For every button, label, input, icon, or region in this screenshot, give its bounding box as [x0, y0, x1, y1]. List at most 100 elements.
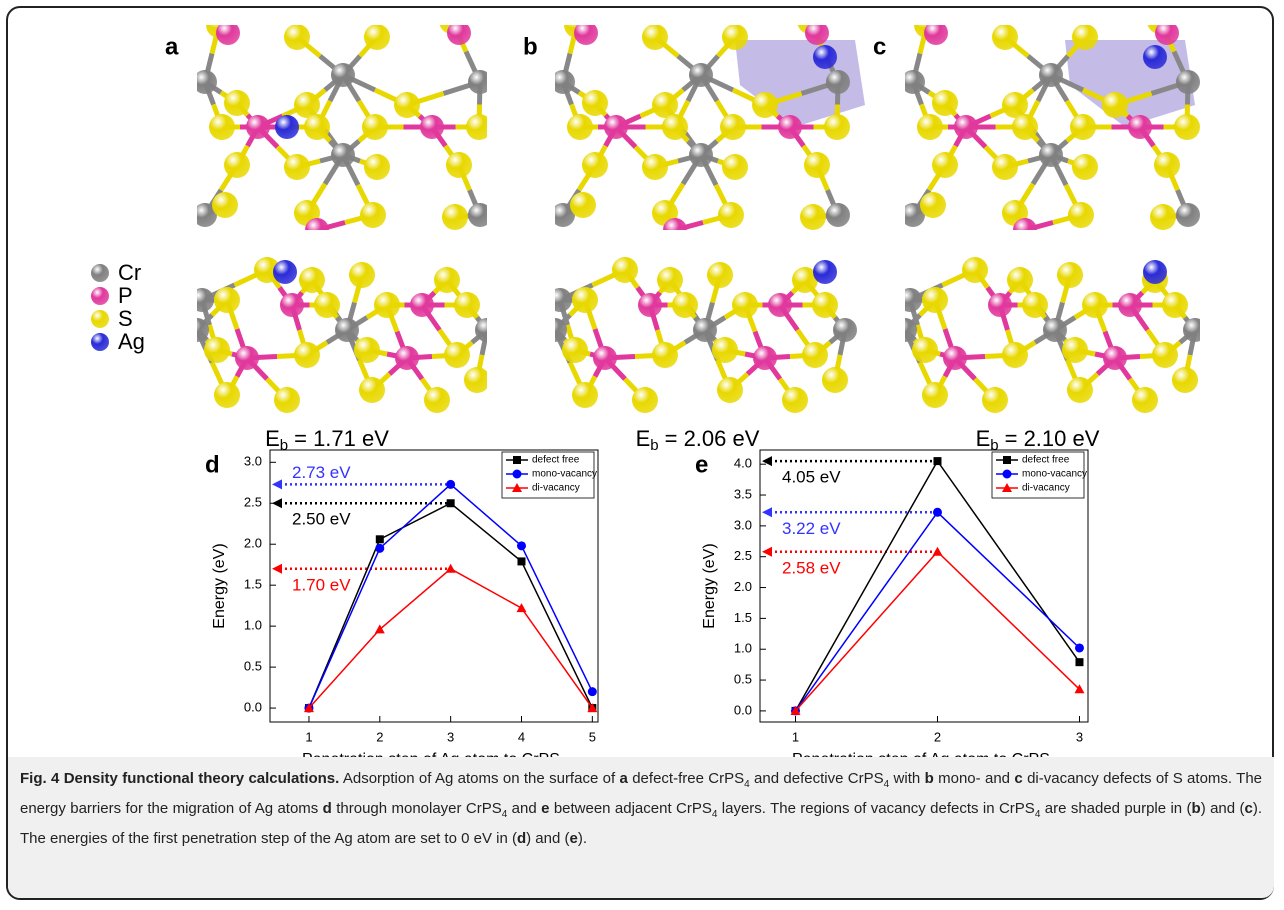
s-atom — [720, 114, 746, 140]
s-atom — [1012, 114, 1038, 140]
p-atom — [420, 115, 444, 139]
s-atom — [962, 257, 988, 283]
legend-marker — [1003, 456, 1011, 464]
cr-atom — [1039, 143, 1063, 167]
s-atom — [424, 387, 450, 413]
s-atom — [732, 292, 758, 318]
p-atom — [663, 218, 687, 242]
ag-atom — [1143, 260, 1167, 284]
p-atom — [235, 346, 259, 370]
legend-atom-label: P — [118, 283, 133, 308]
s-atom — [354, 337, 380, 363]
s-atom — [992, 24, 1018, 50]
s-atom — [359, 377, 385, 403]
caption-text: ) and ( — [526, 830, 569, 847]
s-atom — [917, 114, 943, 140]
caption-text: with — [889, 770, 924, 787]
s-atom — [444, 342, 470, 368]
legend-atom-label: S — [118, 306, 133, 331]
caption-text: ). — [578, 830, 587, 847]
s-atom — [1152, 342, 1178, 368]
s-atom — [466, 114, 492, 140]
data-point — [1075, 658, 1083, 666]
legend-label: di-vacancy — [1022, 483, 1070, 494]
caption-bold: b — [925, 770, 934, 787]
s-atom — [1162, 292, 1188, 318]
legend-atom-label: Ag — [118, 329, 145, 354]
s-atom — [284, 24, 310, 50]
s-atom — [1067, 377, 1093, 403]
energy-symbol: E — [265, 426, 280, 451]
legend-marker — [1003, 470, 1012, 479]
cr-atom — [335, 318, 359, 342]
s-atom — [582, 152, 608, 178]
y-tick-label: 2.0 — [734, 579, 752, 594]
p-atom — [395, 346, 419, 370]
cr-atom — [1183, 318, 1207, 342]
cr-atom — [693, 318, 717, 342]
s-atom — [314, 292, 340, 318]
p-atom — [638, 293, 662, 317]
p-atom — [280, 293, 304, 317]
legend-atom-label: Cr — [118, 260, 141, 285]
chart-panel-label: d — [205, 451, 220, 478]
s-atom — [722, 154, 748, 180]
cr-atom — [475, 318, 499, 342]
legend-marker — [513, 470, 522, 479]
s-atom — [570, 192, 596, 218]
s-atom — [802, 342, 828, 368]
data-point — [375, 544, 384, 553]
p-atom — [447, 21, 471, 45]
annotation-label: 2.73 eV — [292, 463, 351, 482]
y-tick-label: 2.5 — [244, 495, 262, 510]
s-atom — [214, 382, 240, 408]
s-atom — [562, 337, 588, 363]
s-atom — [912, 337, 938, 363]
legend-label: mono-vacancy — [532, 469, 597, 480]
data-point — [588, 687, 597, 696]
s-atom — [932, 152, 958, 178]
s-atom — [362, 114, 388, 140]
s-atom — [364, 24, 390, 50]
y-tick-label: 3.0 — [734, 517, 752, 532]
figure-graphics: aEb= 1.71 eVbEb= 2.06 eVcEb= 2.10 eVCrPS… — [0, 0, 1284, 757]
cr-atom — [1176, 70, 1200, 94]
cr-atom — [468, 203, 492, 227]
caption: Fig. 4 Density functional theory calcula… — [8, 757, 1274, 898]
s-atom — [932, 90, 958, 116]
legend-label: mono-vacancy — [1022, 469, 1087, 480]
series-line — [309, 484, 592, 708]
caption-text: ) and ( — [1201, 800, 1245, 817]
s-atom — [454, 292, 480, 318]
p-atom — [246, 115, 270, 139]
s-atom — [822, 367, 848, 393]
y-tick-label: 3.5 — [734, 486, 752, 501]
y-tick-label: 2.0 — [244, 536, 262, 551]
y-tick-label: 0.5 — [734, 671, 752, 686]
s-atom — [1172, 367, 1198, 393]
s-atom — [394, 92, 420, 118]
cr-atom — [1039, 63, 1063, 87]
series-line — [309, 569, 592, 708]
cr-atom — [826, 203, 850, 227]
s-atom — [707, 262, 733, 288]
s-atom — [657, 267, 683, 293]
energy-subscript: b — [280, 437, 288, 454]
data-point — [932, 547, 942, 556]
s-atom — [1150, 204, 1176, 230]
cr-atom — [898, 288, 922, 312]
annotation-label: 1.70 eV — [292, 575, 351, 594]
side-view — [185, 257, 499, 413]
data-point — [516, 603, 526, 612]
caption-bold: b — [1192, 800, 1201, 817]
p-atom — [924, 21, 948, 45]
caption-bold: d — [517, 830, 526, 847]
s-atom — [612, 257, 638, 283]
ag-atom — [1143, 45, 1167, 69]
x-tick-label: 2 — [934, 729, 941, 744]
p-atom — [574, 21, 598, 45]
caption-text: through monolayer CrPS — [332, 800, 502, 817]
y-tick-label: 1.5 — [734, 610, 752, 625]
legend-label: defect free — [532, 455, 580, 466]
p-atom — [988, 293, 1012, 317]
